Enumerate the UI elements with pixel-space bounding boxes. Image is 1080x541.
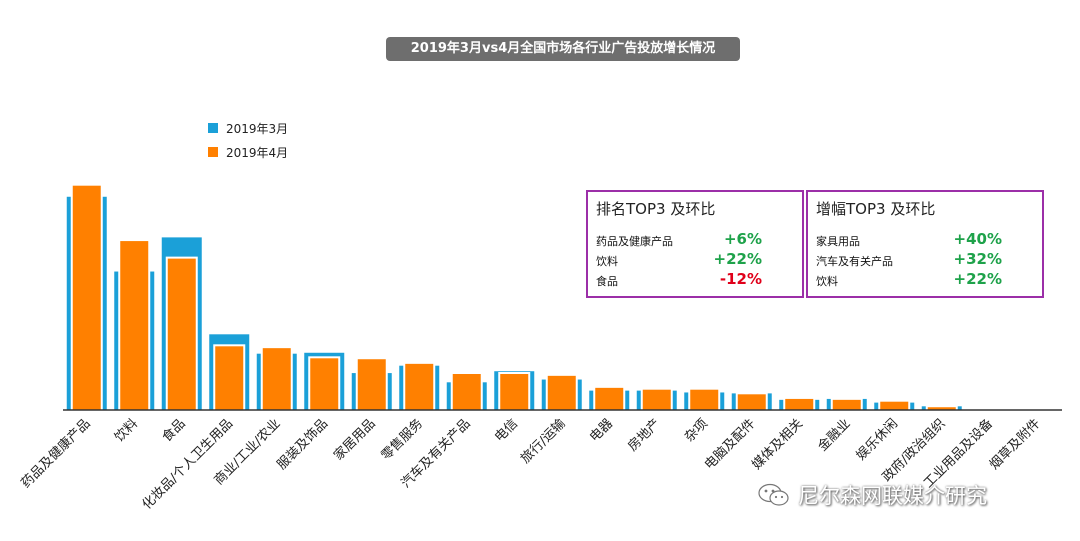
category-tick-label: 零售服务	[378, 416, 426, 464]
top-growth-label: 家具用品	[816, 235, 860, 248]
bar-april	[832, 399, 861, 410]
category-tick-label: 电脑及配件	[702, 416, 759, 473]
bar-april	[737, 394, 766, 410]
legend-item-march: 2019年3月	[208, 116, 288, 140]
bar-april	[595, 387, 624, 410]
top-growth-label: 汽车及有关产品	[816, 255, 893, 268]
top-rank-row: 饮料 +22%	[588, 249, 802, 269]
top-growth-row: 家具用品 +40%	[808, 229, 1042, 249]
category-tick-label: 电器	[587, 416, 616, 445]
category-tick-label: 杂项	[682, 416, 711, 445]
category-tick-label: 旅行/运输	[517, 416, 568, 467]
top-growth-value: +40%	[953, 230, 1002, 248]
top-rank-title: 排名TOP3 及环比	[596, 200, 716, 218]
top-growth-label: 饮料	[816, 275, 838, 288]
chart-title: 2019年3月vs4月全国市场各行业广告投放增长情况	[386, 37, 740, 61]
bar-april-outline	[973, 407, 1006, 410]
bar-april	[500, 374, 529, 410]
chart-legend: 2019年3月 2019年4月	[208, 116, 288, 164]
bar-april	[452, 374, 481, 410]
bar-april	[262, 348, 291, 410]
legend-label-april: 2019年4月	[226, 145, 289, 160]
top-rank-box: 排名TOP3 及环比 药品及健康产品 +6% 饮料 +22% 食品 -12%	[586, 190, 804, 298]
top-growth-title: 增幅TOP3 及环比	[816, 200, 936, 218]
bar-april	[310, 358, 339, 410]
top-rank-label: 食品	[596, 275, 618, 288]
category-tick-label: 服装及饰品	[274, 416, 331, 473]
bar-april-outline	[1020, 407, 1053, 410]
top-rank-value: +6%	[723, 230, 762, 248]
top-growth-value: +32%	[953, 250, 1002, 268]
top-growth-value: +22%	[953, 270, 1002, 288]
category-tick-label: 房地产	[625, 416, 664, 455]
category-tick-label: 食品	[159, 416, 189, 446]
category-tick-label: 饮料	[112, 416, 141, 445]
bar-april	[167, 258, 196, 410]
category-tick-label: 药品及健康产品	[18, 416, 94, 492]
category-tick-label: 烟草及附件	[987, 416, 1044, 473]
bar-april	[690, 389, 719, 410]
category-tick-label: 化妆品/个人卫生用品	[140, 416, 236, 512]
top-rank-label: 饮料	[596, 255, 618, 268]
bar-april	[120, 241, 149, 410]
legend-label-march: 2019年3月	[226, 121, 289, 136]
top-growth-row: 饮料 +22%	[808, 269, 1042, 289]
category-tick-label: 电信	[492, 416, 521, 445]
top-rank-row: 食品 -12%	[588, 269, 802, 289]
watermark: 尼尔森网联媒介研究	[758, 480, 987, 510]
top-growth-row: 汽车及有关产品 +32%	[808, 249, 1042, 269]
category-tick-label: 金融业	[815, 416, 854, 455]
top-rank-value: +22%	[713, 250, 762, 268]
legend-swatch-march	[208, 123, 218, 133]
top-rank-value: -12%	[719, 270, 762, 288]
bar-april	[927, 407, 956, 410]
legend-item-april: 2019年4月	[208, 140, 288, 164]
bar-april	[785, 398, 814, 410]
bar-april	[357, 359, 386, 410]
category-tick-label: 家居用品	[330, 416, 378, 464]
top-rank-label: 药品及健康产品	[596, 235, 673, 248]
category-tick-label: 娱乐休闲	[854, 416, 901, 463]
bar-april	[405, 363, 434, 410]
bar-april	[72, 185, 101, 410]
category-tick-label: 媒体及相关	[749, 416, 806, 473]
wechat-icon	[758, 483, 789, 506]
top-growth-box: 增幅TOP3 及环比 家具用品 +40% 汽车及有关产品 +32% 饮料 +22…	[806, 190, 1044, 298]
legend-swatch-april	[208, 147, 218, 157]
top-rank-row: 药品及健康产品 +6%	[588, 229, 802, 249]
bar-april	[215, 346, 244, 410]
bar-april	[642, 389, 671, 410]
watermark-text: 尼尔森网联媒介研究	[798, 484, 987, 508]
bar-april	[880, 401, 909, 410]
bar-april	[547, 375, 576, 410]
